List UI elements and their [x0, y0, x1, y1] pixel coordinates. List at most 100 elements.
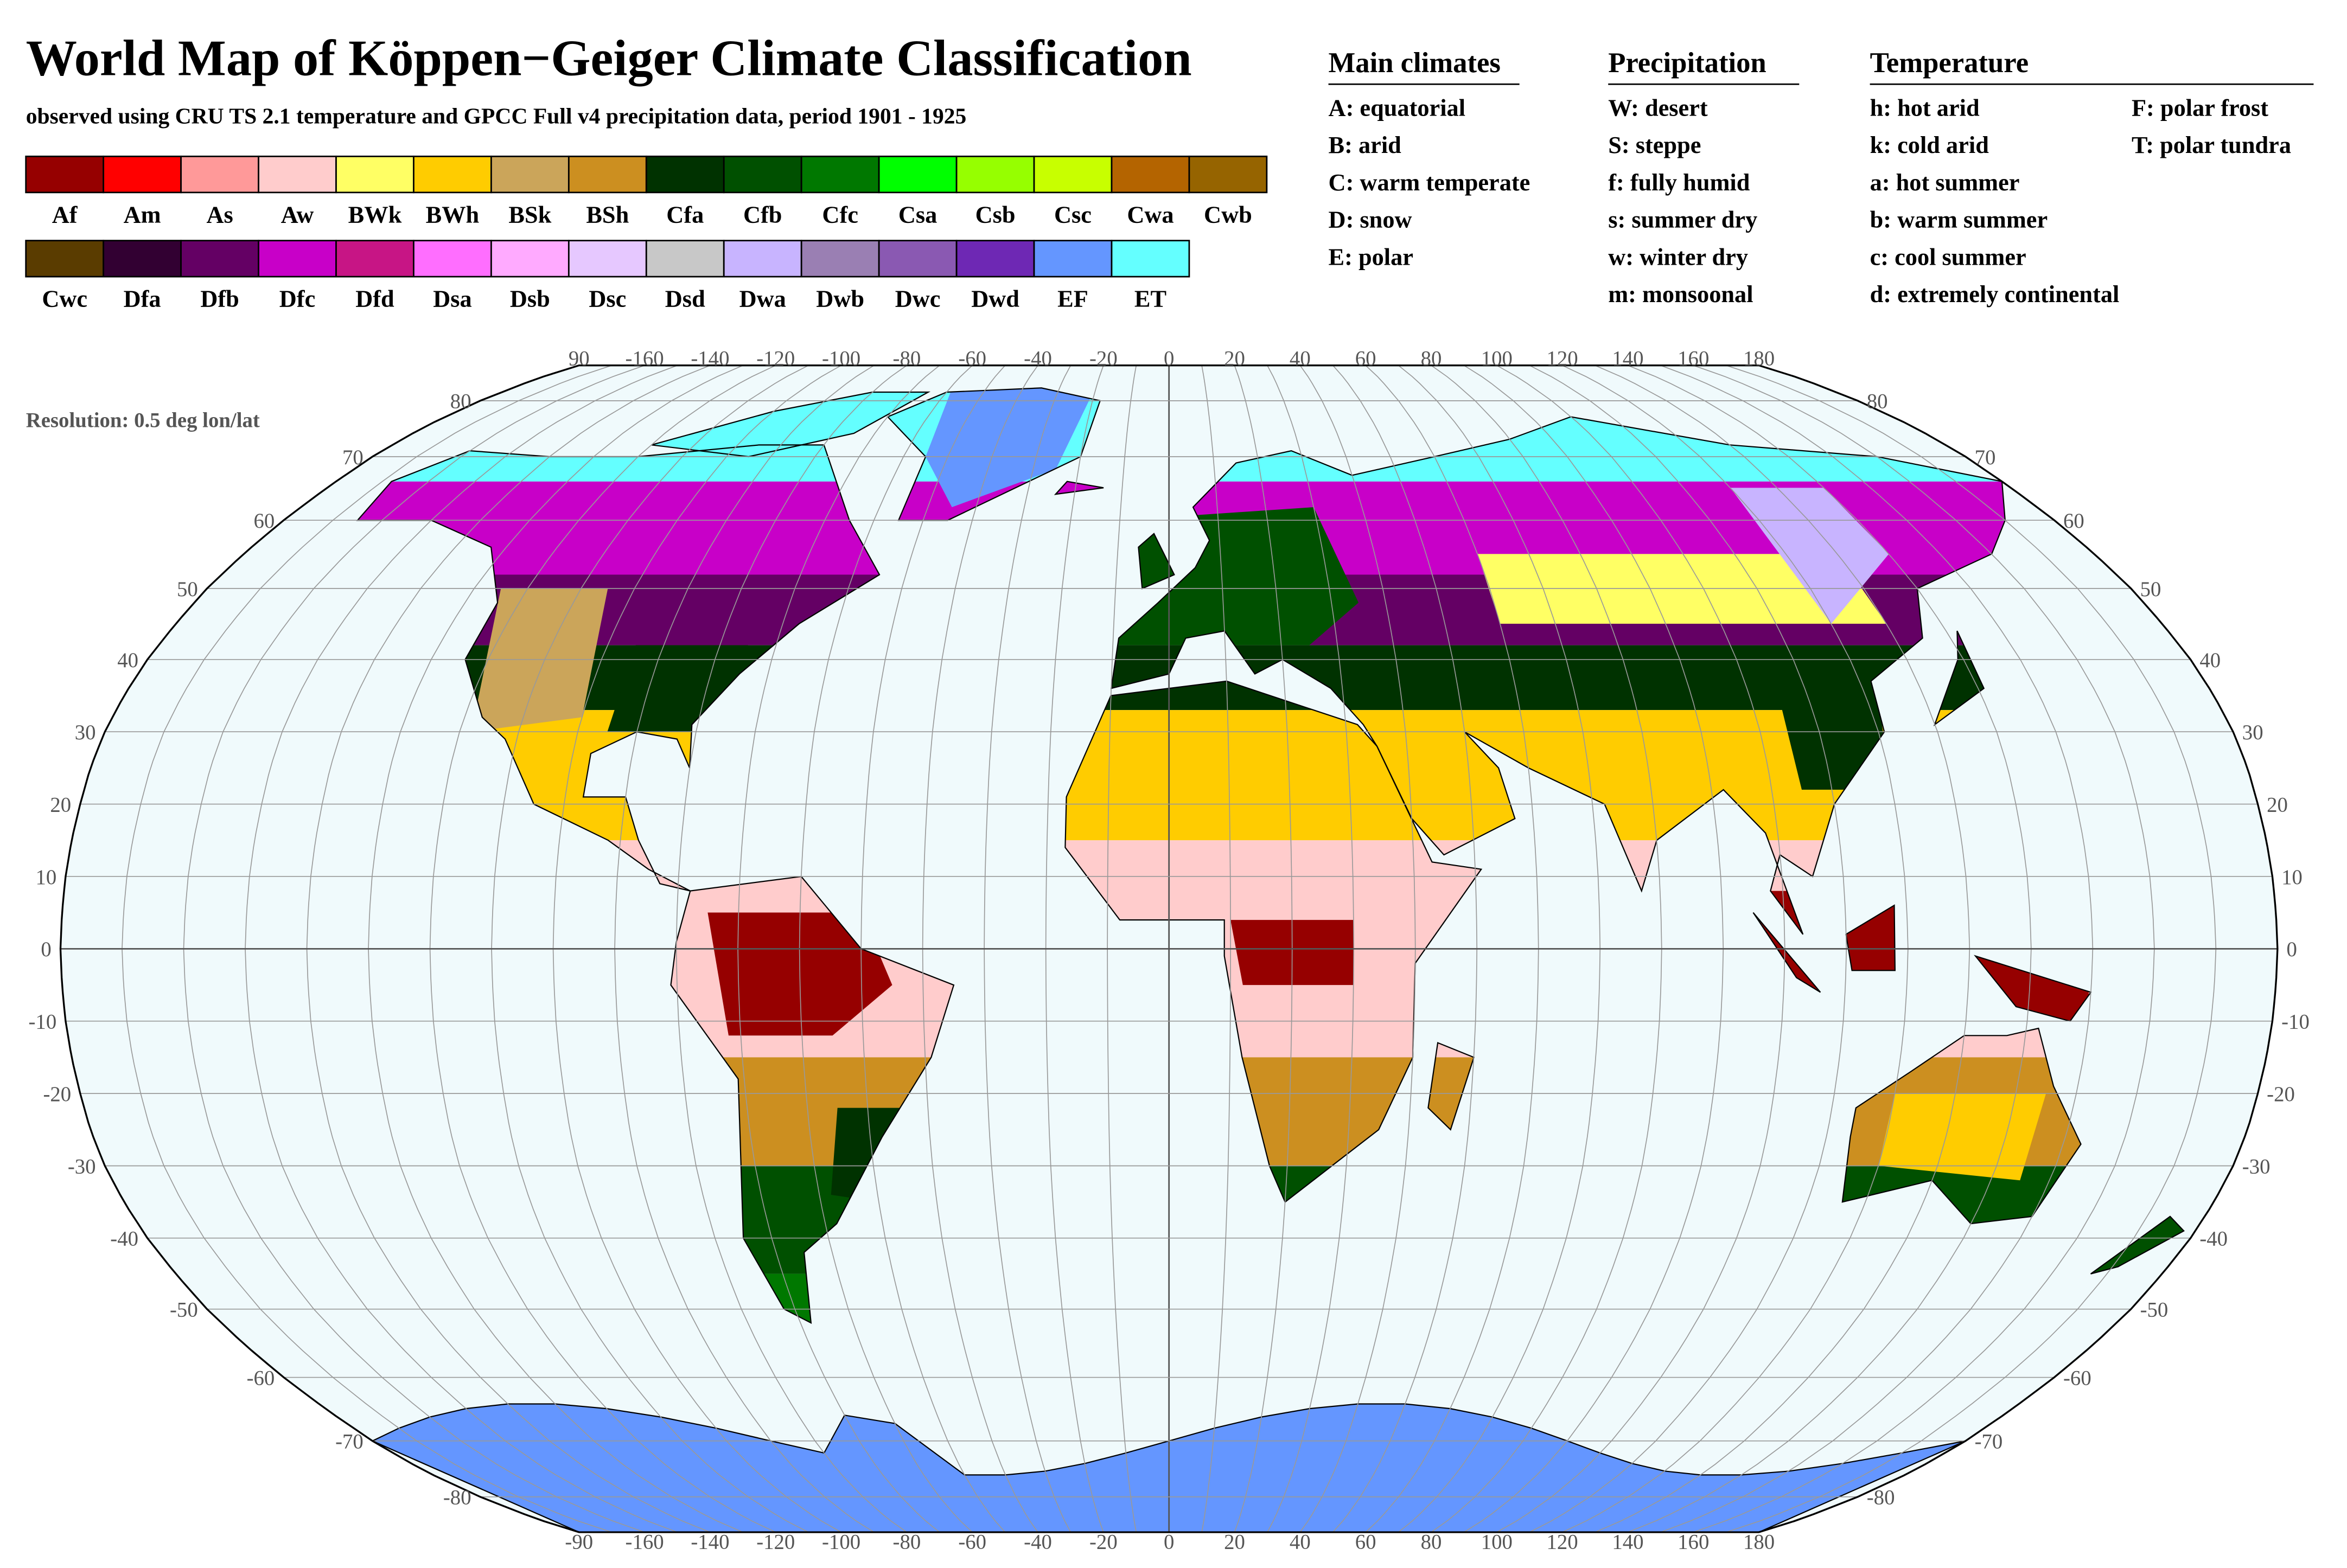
- legend-label: Csc: [1054, 201, 1092, 228]
- key-item: h: hot arid: [1870, 94, 1980, 121]
- left-lat-label: -20: [43, 1083, 71, 1106]
- legend-swatch: [1033, 240, 1113, 278]
- legend-label: Cfa: [666, 201, 704, 228]
- top-lon-label: 90: [569, 347, 590, 370]
- legend-swatch: [1188, 155, 1268, 194]
- left-lat-label: 10: [35, 866, 56, 889]
- right-lat-label: -40: [2199, 1227, 2228, 1251]
- bottom-lon-label: 140: [1612, 1531, 1643, 1554]
- legend-label: Dfa: [124, 285, 161, 312]
- coastline: [1054, 481, 1104, 495]
- top-lon-label: -140: [691, 347, 729, 370]
- top-lon-label: -120: [756, 347, 795, 370]
- bottom-lon-label: -80: [893, 1531, 921, 1554]
- key-item: D: snow: [1329, 206, 1412, 233]
- legend-swatch: [1111, 240, 1190, 278]
- legend-swatch: [335, 240, 414, 278]
- legend-swatch: [645, 240, 725, 278]
- left-lat-label: -50: [170, 1298, 198, 1322]
- coastline: [1752, 912, 1821, 993]
- right-lat-label: -70: [1975, 1430, 2003, 1454]
- left-lat-label: -60: [247, 1366, 275, 1390]
- legend-swatch: [723, 155, 802, 194]
- legend-label: Dsb: [510, 285, 550, 312]
- legend-swatch: [955, 240, 1035, 278]
- coastline: [1110, 416, 2006, 935]
- bottom-lon-label: -90: [565, 1531, 593, 1554]
- legend-label: EF: [1057, 285, 1088, 312]
- bottom-lon-label: 100: [1481, 1531, 1513, 1554]
- right-lat-label: 80: [1867, 390, 1888, 413]
- legend-label: Cwc: [42, 285, 87, 312]
- legend-swatch: [180, 240, 259, 278]
- coastline: [1933, 630, 1985, 727]
- right-lat-label: 30: [2242, 721, 2263, 744]
- coastline: [1427, 1042, 1475, 1131]
- bottom-lon-label: -120: [756, 1531, 795, 1554]
- left-lat-label: 80: [450, 390, 471, 413]
- bottom-lon-label: -160: [626, 1531, 664, 1554]
- legend-label: Cfb: [743, 201, 782, 228]
- key-item: m: monsoonal: [1608, 280, 1753, 308]
- legend-swatch: [258, 240, 337, 278]
- legend-swatch: [800, 155, 880, 194]
- legend-label: As: [206, 201, 233, 228]
- legend-label: Cwa: [1127, 201, 1174, 228]
- key-item: B: arid: [1329, 131, 1402, 158]
- legend-label: Dfc: [279, 285, 315, 312]
- bottom-lon-label: 40: [1290, 1531, 1311, 1554]
- legend-swatch: [800, 240, 880, 278]
- left-lat-label: 60: [254, 509, 275, 533]
- legend-label: BSh: [586, 201, 629, 228]
- legend-label: Dwb: [816, 285, 864, 312]
- top-lon-label: 160: [1678, 347, 1709, 370]
- legend-label: Dfb: [200, 285, 239, 312]
- top-lon-label: 0: [1164, 347, 1174, 370]
- key-item: E: polar: [1329, 243, 1413, 270]
- legend-swatch: [180, 155, 259, 194]
- bottom-lon-label: 20: [1224, 1531, 1245, 1554]
- coastline: [1138, 533, 1175, 590]
- key-item: W: desert: [1608, 94, 1708, 121]
- legend-label: Dsc: [589, 285, 626, 312]
- left-lat-label: -80: [443, 1486, 471, 1509]
- left-lat-label: 40: [117, 649, 138, 672]
- key-item: s: summer dry: [1608, 206, 1757, 233]
- right-lat-label: 50: [2140, 578, 2161, 601]
- key-item: c: cool summer: [1870, 243, 2026, 270]
- left-lat-label: 30: [75, 721, 96, 744]
- top-lon-label: 180: [1743, 347, 1775, 370]
- legend-label: BWk: [348, 201, 402, 228]
- key-item: F: polar frost: [2132, 94, 2268, 121]
- legend-label: Dsd: [665, 285, 705, 312]
- legend-swatch: [413, 155, 492, 194]
- legend-swatch: [490, 155, 570, 194]
- legend-swatch: [258, 155, 337, 194]
- right-lat-label: -80: [1867, 1486, 1895, 1509]
- right-lat-label: 70: [1975, 446, 1996, 469]
- climate-region: [471, 588, 608, 732]
- bottom-lon-label: -20: [1089, 1531, 1118, 1554]
- legend-swatch: [567, 240, 647, 278]
- bottom-lon-label: 80: [1421, 1531, 1442, 1554]
- legend-swatch: [567, 155, 647, 194]
- legend-label: Dfd: [355, 285, 394, 312]
- bottom-lon-label: -40: [1024, 1531, 1052, 1554]
- left-lat-label: -30: [68, 1155, 96, 1178]
- legend-swatch: [645, 155, 725, 194]
- key: Main climates A: equatorial B: arid C: warm…: [1328, 47, 2314, 308]
- legend-swatch: [1033, 155, 1113, 194]
- title: World Map of Köppen−Geiger Climate Class…: [26, 30, 1192, 87]
- legend-label: Am: [124, 201, 161, 228]
- coastline: [2090, 1215, 2185, 1275]
- right-lat-label: 40: [2199, 649, 2221, 672]
- top-lon-label: 140: [1612, 347, 1643, 370]
- bottom-lon-label: 0: [1164, 1531, 1174, 1554]
- key-item: C: warm temperate: [1329, 169, 1530, 196]
- legend-label: Dwd: [971, 285, 1019, 312]
- left-lat-label: 0: [41, 938, 51, 961]
- legend-swatch: [723, 240, 802, 278]
- subtitle: observed using CRU TS 2.1 temperature an…: [26, 103, 967, 128]
- right-lat-label: -60: [2063, 1366, 2091, 1390]
- key-title: Temperature: [1870, 47, 2029, 79]
